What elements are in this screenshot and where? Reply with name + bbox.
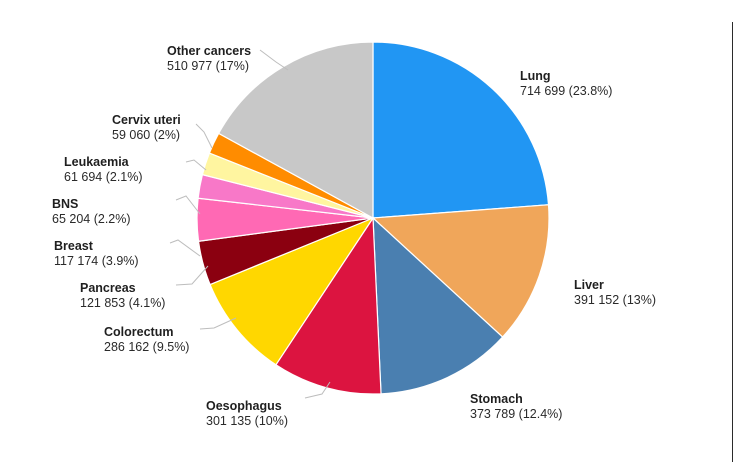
slice-label-cervix-uteri: Cervix uteri 59 060 (2%) xyxy=(112,113,181,142)
slice-value-label: 59 060 (2%) xyxy=(112,128,180,142)
slice-labels: Lung 714 699 (23.8%) Liver 391 152 (13%) Sto… xyxy=(52,44,656,428)
pie-slice-colorectum xyxy=(209,216,375,366)
slice-value-label: 61 694 (2.1%) xyxy=(64,170,143,184)
leader-line-oesophagus xyxy=(304,381,331,399)
leader-line-pancreas xyxy=(175,265,209,286)
leader-lines xyxy=(169,49,331,399)
slice-value-label: 117 174 (3.9%) xyxy=(54,254,139,268)
pie-slice-lung xyxy=(372,41,550,219)
slice-label-colorectum: Colorectum 286 162 (9.5%) xyxy=(104,325,189,354)
slice-label-stomach: Stomach 373 789 (12.4%) xyxy=(470,392,562,421)
slice-label-oesophagus: Oesophagus 301 135 (10%) xyxy=(206,399,288,428)
slice-name-label: Cervix uteri xyxy=(112,113,181,127)
slice-name-label: Stomach xyxy=(470,392,523,406)
slice-label-other-cancers: Other cancers 510 977 (17%) xyxy=(167,44,251,73)
slice-label-breast: Breast 117 174 (3.9%) xyxy=(54,239,139,268)
slice-name-label: Leukaemia xyxy=(64,155,130,169)
slice-value-label: 121 853 (4.1%) xyxy=(80,296,165,310)
pie-slice-liver xyxy=(371,204,550,338)
slice-name-label: Liver xyxy=(574,278,604,292)
leader-line-bns xyxy=(175,195,201,215)
slice-label-leukaemia: Leukaemia 61 694 (2.1%) xyxy=(64,155,143,184)
slice-value-label: 714 699 (23.8%) xyxy=(520,84,612,98)
slice-name-label: Colorectum xyxy=(104,325,173,339)
pie-slices xyxy=(196,41,550,395)
leader-line-other-cancers xyxy=(259,49,289,71)
slice-name-label: Oesophagus xyxy=(206,399,282,413)
slice-name-label: Other cancers xyxy=(167,44,251,58)
slice-name-label: Pancreas xyxy=(80,281,136,295)
slice-value-label: 286 162 (9.5%) xyxy=(104,340,189,354)
frame-divider xyxy=(732,22,733,462)
slice-label-pancreas: Pancreas 121 853 (4.1%) xyxy=(80,281,165,310)
pie-slice-stomach xyxy=(372,216,504,395)
slice-label-bns: BNS 65 204 (2.2%) xyxy=(52,197,131,226)
slice-value-label: 391 152 (13%) xyxy=(574,293,656,307)
slice-label-lung: Lung 714 699 (23.8%) xyxy=(520,69,612,98)
slice-value-label: 373 789 (12.4%) xyxy=(470,407,562,421)
slice-value-label: 510 977 (17%) xyxy=(167,59,249,73)
slice-value-label: 301 135 (10%) xyxy=(206,414,288,428)
leader-line-leukaemia xyxy=(185,159,207,171)
slice-name-label: Breast xyxy=(54,239,94,253)
slice-name-label: Lung xyxy=(520,69,551,83)
slice-value-label: 65 204 (2.2%) xyxy=(52,212,131,226)
slice-name-label: BNS xyxy=(52,197,78,211)
leader-line-colorectum xyxy=(199,317,237,330)
leader-line-breast xyxy=(169,239,201,257)
slice-label-liver: Liver 391 152 (13%) xyxy=(574,278,656,307)
leader-line-cervix-uteri xyxy=(195,123,213,149)
